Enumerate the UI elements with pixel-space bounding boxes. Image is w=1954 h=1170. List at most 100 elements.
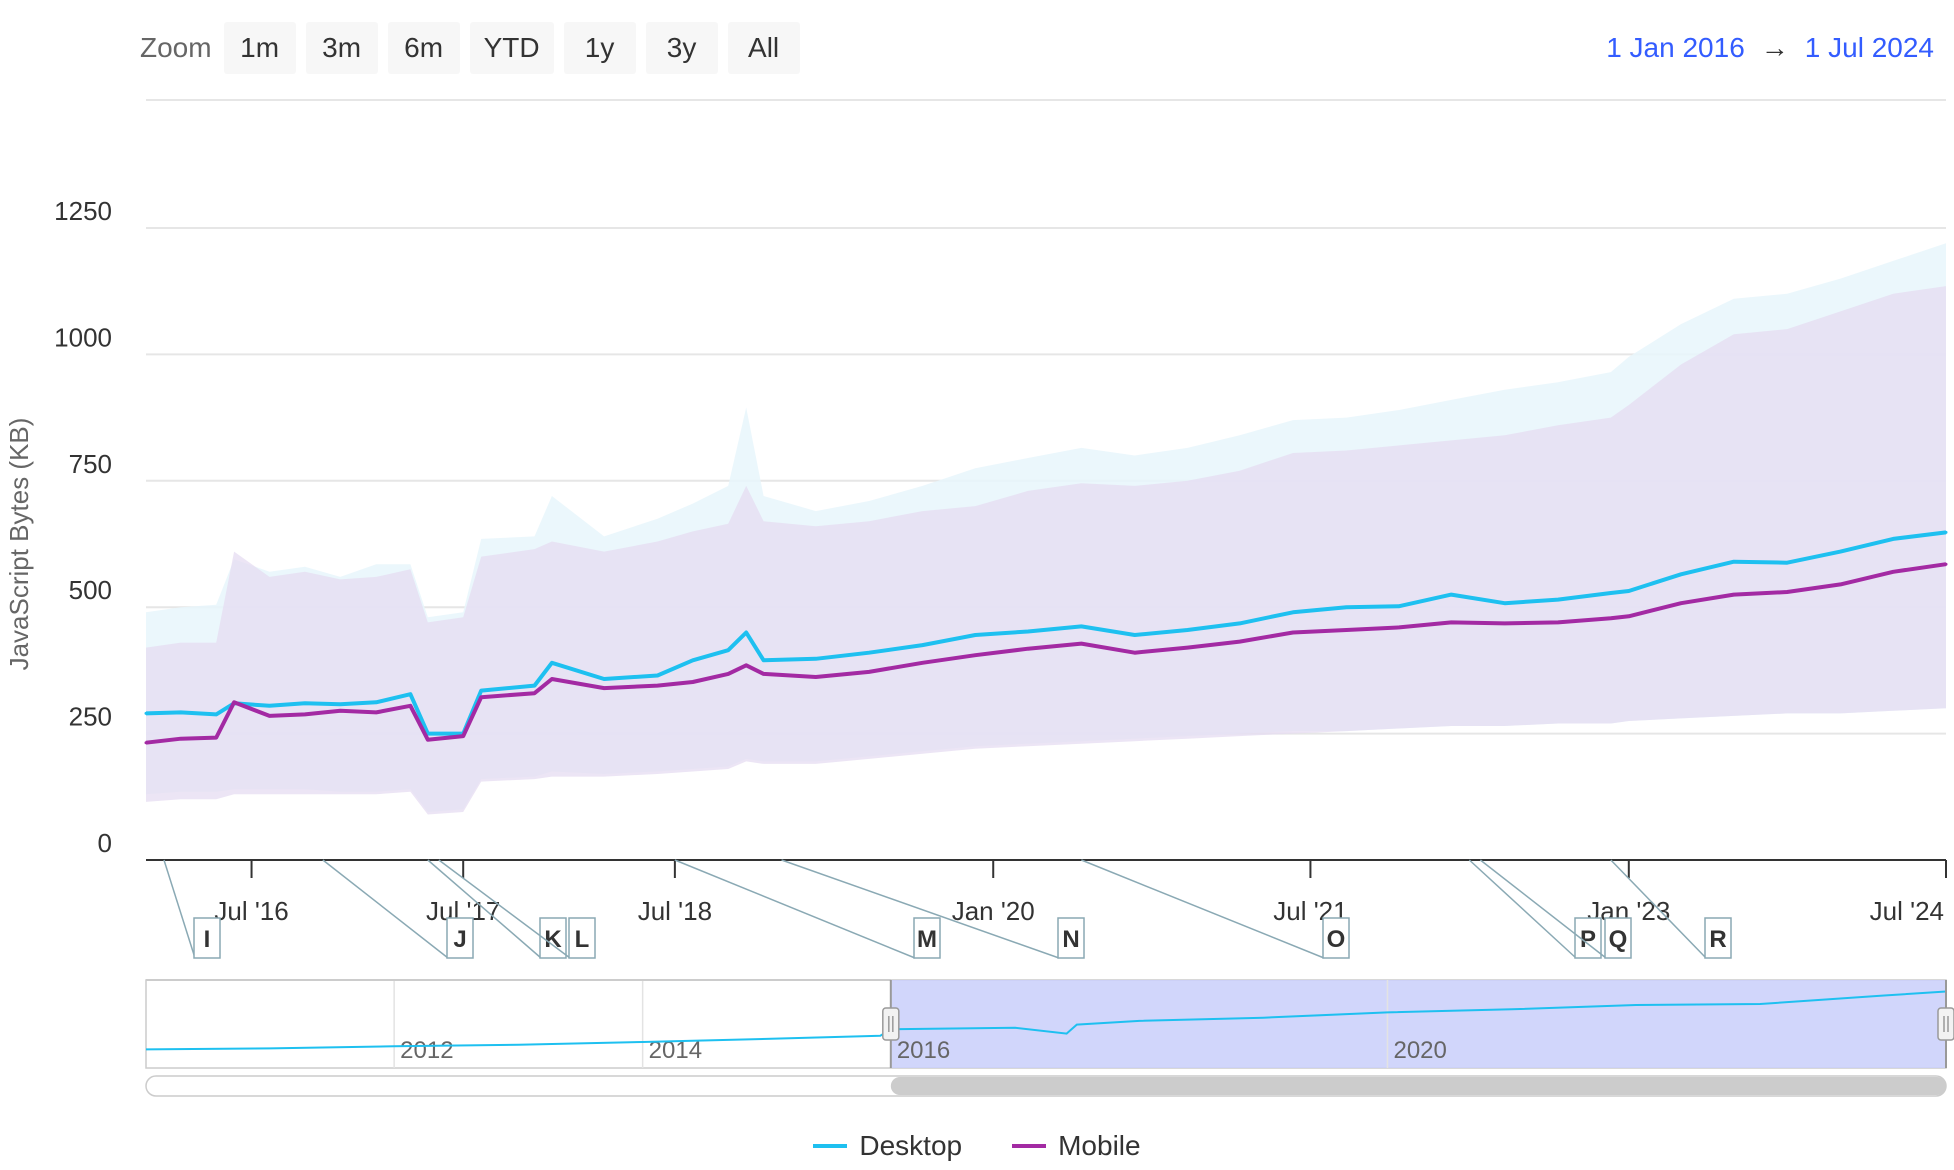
desktop-data-point [1238,621,1242,625]
desktop-data-point [374,700,378,704]
desktop-data-point [655,673,659,677]
annotation-label: I [204,926,211,953]
desktop-data-point [179,710,183,714]
navigator-year-label: 2020 [1393,1037,1446,1064]
zoom-6m-button[interactable]: 6m [387,22,460,74]
range-arrow: → [1760,32,1789,63]
range-to-input[interactable]: 1 Jul 2024 [1804,32,1934,63]
desktop-data-point [1449,593,1453,597]
annotation-label: K [544,926,562,953]
mobile-data-point [1344,628,1348,632]
mobile-data-point [1397,625,1401,629]
mobile-data-point [550,677,554,681]
desktop-data-point [1079,624,1083,628]
annotation-flag [1322,917,1350,959]
annotation-flag [446,917,474,959]
desktop-data-point [1133,633,1137,637]
desktop-data-point [691,658,695,662]
mobile-data-point [1944,562,1948,566]
x-tick-label: Jul '18 [638,896,712,926]
annotation-connector [163,859,196,959]
mobile-data-point [744,663,748,667]
y-tick-label: 500 [69,575,112,605]
y-tick-label: 0 [98,828,112,858]
mobile-data-point [762,672,766,676]
navigator-handle-left[interactable] [882,1007,900,1041]
annotation-connector [1468,859,1577,959]
zoom-1m-button[interactable]: 1m [223,22,296,74]
annotation-label: O [1327,926,1346,953]
annotation-connector [438,859,571,959]
desktop-data-point [762,658,766,662]
desktop-data-point [1732,560,1736,564]
navigator-year-label: 2016 [897,1037,950,1064]
annotation-connector [1479,859,1607,959]
desktop-data-point [726,648,730,652]
desktop-data-point [814,657,818,661]
annotation-flag [1057,917,1085,959]
legend-item-desktop[interactable]: Desktop [813,1130,962,1162]
legend-item-mobile[interactable]: Mobile [1012,1130,1141,1162]
desktop-data-point [479,689,483,693]
mobile-data-point [1891,570,1895,574]
mobile-data-point [426,738,430,742]
mobile-data-point [1133,651,1137,655]
mobile-data-point [655,684,659,688]
mobile-data-point [1838,582,1842,586]
mobile-data-point [1503,621,1507,625]
mobile-data-point [479,695,483,699]
mobile-data-point [867,670,871,674]
zoom-ytd-button[interactable]: YTD [469,22,554,74]
mobile-data-point [1185,646,1189,650]
zoom-1y-button[interactable]: 1y [563,22,636,74]
mobile-data-point [144,741,148,745]
desktop-data-point [268,704,272,708]
mobile-data-point [691,680,695,684]
range-from-input[interactable]: 1 Jan 2016 [1606,32,1745,63]
mobile-data-point [1238,640,1242,644]
navigator-year-label: 2012 [400,1037,453,1064]
legend-label-mobile: Mobile [1058,1130,1141,1161]
desktop-data-point [533,684,537,688]
desktop-data-point [408,692,412,696]
mobile-data-point [1556,620,1560,624]
mobile-data-point [1291,630,1295,634]
annotation-connector [322,859,449,959]
y-tick-label: 1250 [54,196,112,226]
desktop-data-point [1397,604,1401,608]
mobile-swatch [1012,1144,1047,1148]
desktop-data-point [1185,628,1189,632]
zoom-3m-button[interactable]: 3m [305,22,378,74]
mobile-data-point [1449,620,1453,624]
mobile-data-point [533,691,537,695]
desktop-data-point [1026,629,1030,633]
annotation-flag [1604,917,1632,959]
annotation-connector [781,859,1060,959]
navigator-selection [890,980,1946,1068]
desktop-data-point [1291,610,1295,614]
x-tick-label: Jul '16 [214,896,288,926]
desktop-data-point [1344,605,1348,609]
mobile-data-point [232,700,236,704]
annotation-connector [1081,859,1325,959]
annotation-label: R [1709,926,1726,953]
zoom-3y-button[interactable]: 3y [645,22,718,74]
zoom-label: Zoom [140,32,212,63]
mobile-data-point [303,712,307,716]
mobile-data-point [179,737,183,741]
navigator-handle-right[interactable] [1937,1007,1954,1041]
mobile-data-point [973,653,977,657]
desktop-data-point [867,651,871,655]
desktop-data-point [1627,589,1631,593]
mobile-data-point [338,709,342,713]
legend: Desktop Mobile [0,1130,1954,1162]
date-range: 1 Jan 2016 → 1 Jul 2024 [1606,22,1934,74]
annotation-label: N [1062,926,1079,953]
annotation-flag [913,917,941,959]
zoom-all-button[interactable]: All [727,22,800,74]
annotation-label: M [917,926,937,953]
x-tick-label: Jul '24 [1870,896,1944,926]
scrollbar-thumb[interactable] [890,1077,1946,1095]
desktop-data-point [1609,591,1613,595]
